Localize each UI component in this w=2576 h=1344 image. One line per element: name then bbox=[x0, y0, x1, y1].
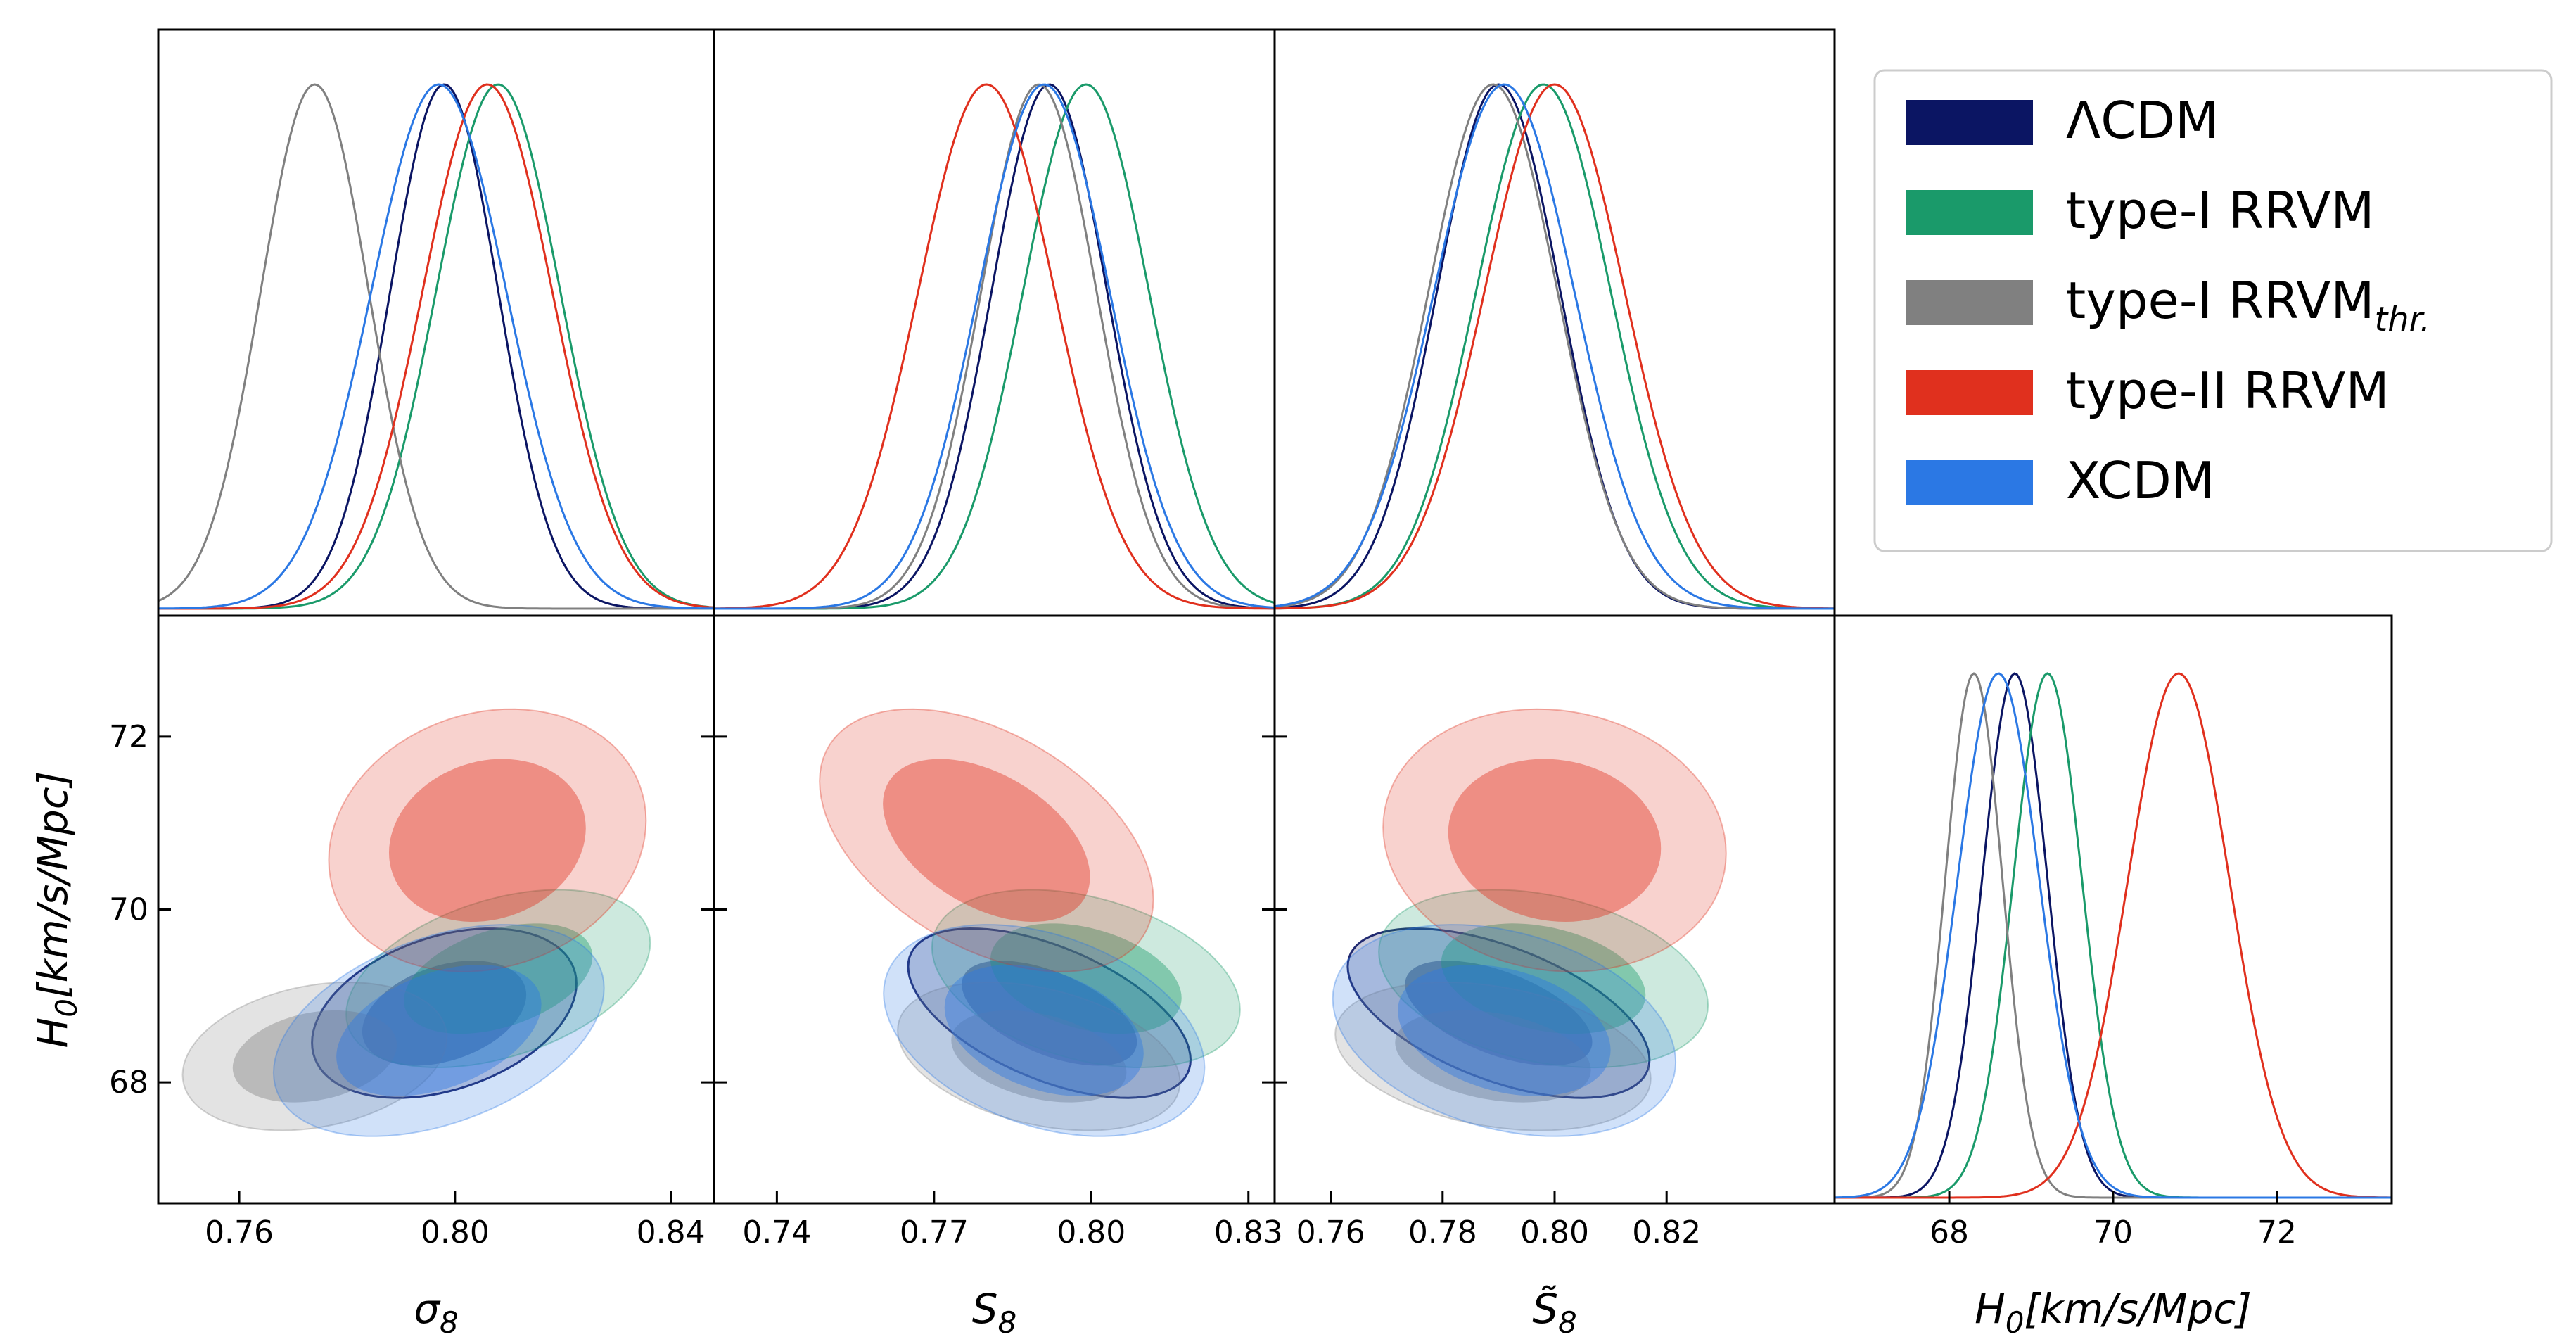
marginal-curve-S8-1 bbox=[714, 83, 1275, 610]
marginal-curve-S8-0 bbox=[714, 83, 1275, 610]
x-tick-label: 0.78 bbox=[1408, 1215, 1477, 1250]
contour-95-S8tilde-2 bbox=[1334, 981, 1652, 1131]
marginal-curve-sigma8-3 bbox=[158, 83, 714, 610]
contour-68-S8-4 bbox=[944, 965, 1144, 1096]
contour-95-sigma8-3 bbox=[328, 708, 647, 972]
marginal-curve-S8-3 bbox=[714, 83, 1275, 610]
legend-label-1: type-I RRVM bbox=[2066, 181, 2374, 240]
marginal-curve-S8tilde-1 bbox=[1275, 83, 1835, 610]
contour-68-S8tilde-0 bbox=[1405, 961, 1593, 1066]
x-axis-label-S8: S8 bbox=[972, 1285, 1017, 1340]
contour-68-S8-3 bbox=[883, 759, 1090, 922]
marginal-curve-sigma8-0 bbox=[158, 83, 714, 610]
contour-panel-S8tilde bbox=[1332, 708, 1727, 1137]
panel-frame bbox=[157, 28, 715, 617]
legend-label-4: XCDM bbox=[2066, 451, 2215, 510]
y-tick-label: 72 bbox=[109, 719, 148, 755]
marginal-curve-S8tilde-4 bbox=[1275, 83, 1835, 610]
panel-frame bbox=[713, 28, 1276, 617]
y-tick-label: 68 bbox=[109, 1065, 148, 1101]
y-axis-label-H0: H0[km/s/Mpc] bbox=[29, 771, 84, 1048]
marginal-panel-H0 bbox=[1835, 672, 2392, 1199]
marginal-curve-S8tilde-3 bbox=[1275, 83, 1835, 610]
x-tick-label: 72 bbox=[2257, 1215, 2297, 1250]
legend-swatch-1 bbox=[1906, 190, 2033, 235]
legend-swatch-0 bbox=[1906, 100, 2033, 145]
contour-68-S8-0 bbox=[962, 961, 1137, 1066]
x-tick-label: 0.76 bbox=[205, 1215, 274, 1250]
marginal-curve-S8-2 bbox=[714, 83, 1275, 610]
marginal-panel-S8tilde bbox=[1275, 83, 1835, 610]
contour-95-S8-3 bbox=[819, 708, 1154, 972]
contour-95-S8-4 bbox=[883, 923, 1206, 1137]
contour-95-S8tilde-1 bbox=[1378, 889, 1709, 1069]
marginal-curve-S8tilde-2 bbox=[1275, 83, 1835, 610]
contour-95-sigma8-1 bbox=[345, 889, 651, 1068]
contour-68-sigma8-3 bbox=[389, 759, 586, 922]
axis-labels: 0.76 0.80 0.84 0.74 0.77 0.80 0.83 0.76 0.78 0.80… bbox=[29, 719, 2297, 1340]
contour-panel-sigma8 bbox=[181, 708, 651, 1137]
y-tick-label: 70 bbox=[109, 892, 148, 928]
x-axis-label-H0: H0[km/s/Mpc] bbox=[1975, 1285, 2252, 1340]
contour-68-sigma8-4 bbox=[336, 965, 542, 1096]
contour-68-sigma8-0 bbox=[362, 961, 527, 1066]
x-tick-label: 0.80 bbox=[1057, 1215, 1126, 1250]
marginal-curve-sigma8-1 bbox=[158, 83, 714, 610]
legend-label-0: ΛCDM bbox=[2066, 91, 2219, 150]
marginal-curve-S8-4 bbox=[714, 83, 1275, 610]
legend-label-3: type-II RRVM bbox=[2066, 361, 2390, 420]
x-axis-label-S8tilde: S̃8 bbox=[1532, 1284, 1577, 1340]
x-tick-label: 0.80 bbox=[1520, 1215, 1589, 1250]
contour-95-S8-0 bbox=[907, 927, 1192, 1099]
contour-68-S8tilde-2 bbox=[1395, 1010, 1591, 1103]
legend: ΛCDM type-I RRVM type-I RRVMthr. type-II RR… bbox=[1873, 69, 2553, 552]
contour-68-S8tilde-4 bbox=[1398, 965, 1611, 1096]
x-tick-label: 0.83 bbox=[1214, 1215, 1283, 1250]
contour-68-sigma8-2 bbox=[232, 1010, 397, 1103]
x-tick-label: 0.84 bbox=[637, 1215, 706, 1250]
contour-95-sigma8-0 bbox=[311, 927, 578, 1099]
panels bbox=[157, 28, 2393, 1205]
x-axis-label-sigma8: σ8 bbox=[414, 1285, 459, 1340]
contour-95-S8-2 bbox=[897, 981, 1181, 1131]
marginal-curve-sigma8-2 bbox=[158, 83, 714, 610]
x-tick-label: 0.76 bbox=[1296, 1215, 1365, 1250]
legend-swatch-3 bbox=[1906, 370, 2033, 415]
contour-68-S8tilde-3 bbox=[1448, 759, 1662, 922]
legend-swatch-2 bbox=[1906, 280, 2033, 325]
marginal-curve-H0-3 bbox=[1835, 672, 2392, 1199]
contour-68-S8-2 bbox=[951, 1010, 1127, 1103]
panel-frame bbox=[1273, 28, 1836, 617]
marginal-curve-H0-4 bbox=[1835, 672, 2392, 1199]
marginal-panel-sigma8 bbox=[158, 83, 714, 610]
contour-95-S8tilde-3 bbox=[1382, 708, 1727, 972]
legend-swatch-4 bbox=[1906, 460, 2033, 505]
contour-95-S8-1 bbox=[931, 889, 1241, 1068]
x-tick-label: 0.77 bbox=[900, 1215, 969, 1250]
contour-95-S8tilde-0 bbox=[1346, 927, 1651, 1099]
x-tick-label: 68 bbox=[1930, 1215, 1969, 1250]
legend-box bbox=[1873, 69, 2553, 552]
x-tick-label: 0.74 bbox=[742, 1215, 811, 1250]
contour-95-sigma8-2 bbox=[181, 981, 448, 1131]
contour-panel-S8 bbox=[819, 708, 1241, 1137]
contour-68-S8tilde-1 bbox=[1441, 923, 1646, 1034]
marginal-curve-S8tilde-0 bbox=[1275, 83, 1835, 610]
x-tick-label: 70 bbox=[2093, 1215, 2133, 1250]
contour-95-sigma8-4 bbox=[272, 923, 605, 1137]
marginal-panel-S8 bbox=[714, 83, 1275, 610]
contour-95-S8tilde-4 bbox=[1332, 923, 1677, 1137]
x-tick-label: 0.82 bbox=[1632, 1215, 1701, 1250]
contour-68-S8-1 bbox=[990, 923, 1182, 1034]
x-tick-label: 0.80 bbox=[421, 1215, 490, 1250]
contour-68-sigma8-1 bbox=[404, 923, 593, 1034]
legend-label-2: type-I RRVMthr. bbox=[2066, 271, 2430, 339]
marginal-curve-sigma8-4 bbox=[158, 83, 714, 610]
